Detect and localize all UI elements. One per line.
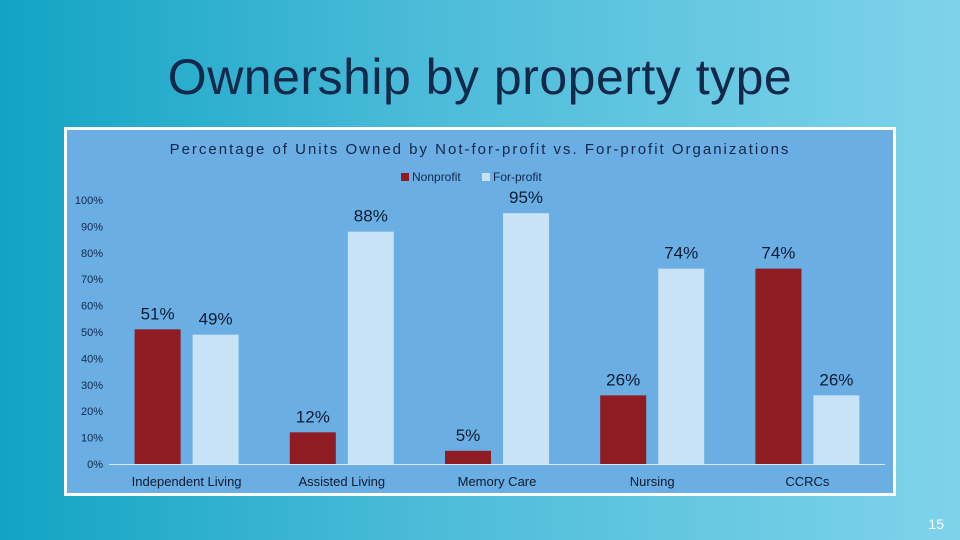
ownership-bar-chart: Percentage of Units Owned by Not-for-pro…: [75, 141, 885, 489]
bar-nonprofit: [134, 329, 181, 464]
category-label: Assisted Living: [298, 474, 385, 489]
bar-nonprofit: [600, 395, 647, 464]
y-tick-label: 90%: [81, 221, 103, 233]
bar-forprofit: [813, 395, 860, 464]
data-label: 95%: [509, 188, 543, 207]
y-tick-label: 60%: [81, 301, 103, 313]
legend-swatch-forprofit: [482, 173, 490, 181]
y-tick-label: 40%: [81, 353, 103, 365]
category-label: Independent Living: [132, 474, 242, 489]
bar-forprofit: [347, 231, 394, 464]
bar-forprofit: [192, 334, 239, 464]
y-tick-label: 20%: [81, 406, 103, 418]
slide-title: Ownership by property type: [167, 49, 793, 105]
chart-title: Percentage of Units Owned by Not-for-pro…: [170, 141, 791, 158]
bar-nonprofit: [289, 432, 336, 464]
y-tick-label: 10%: [81, 433, 103, 445]
page-number: 15: [928, 516, 944, 532]
bar-nonprofit: [755, 268, 802, 464]
y-tick-label: 100%: [75, 195, 103, 207]
bar-forprofit: [658, 268, 705, 464]
y-tick-label: 70%: [81, 274, 103, 286]
data-label: 26%: [606, 370, 640, 389]
data-labels: 51% 49% 12% 88% 5% 95% 26% 74% 74% 26%: [141, 188, 854, 445]
data-label: 88%: [354, 207, 388, 226]
y-tick-label: 0%: [87, 459, 103, 471]
category-label: Nursing: [630, 474, 675, 489]
legend-label-forprofit: For-profit: [493, 170, 542, 184]
data-label: 74%: [761, 244, 795, 263]
y-axis: 0% 10% 20% 30% 40% 50% 60% 70% 80% 90% 100%: [75, 195, 103, 471]
chart-legend: Nonprofit For-profit: [401, 170, 542, 184]
data-label: 26%: [819, 370, 853, 389]
legend-label-nonprofit: Nonprofit: [412, 170, 461, 184]
chart-panel: Percentage of Units Owned by Not-for-pro…: [64, 127, 896, 496]
category-label: Memory Care: [458, 474, 537, 489]
data-label: 74%: [664, 244, 698, 263]
bars: [134, 213, 860, 464]
data-label: 5%: [456, 426, 481, 445]
category-label: CCRCs: [785, 474, 830, 489]
legend-swatch-nonprofit: [401, 173, 409, 181]
y-tick-label: 80%: [81, 248, 103, 260]
bar-forprofit: [503, 213, 549, 464]
y-tick-label: 30%: [81, 380, 103, 392]
data-label: 49%: [199, 310, 233, 329]
data-label: 12%: [296, 407, 330, 426]
bar-nonprofit: [445, 450, 491, 464]
y-tick-label: 50%: [81, 327, 103, 339]
x-axis: Independent Living Assisted Living Memory …: [109, 464, 885, 489]
data-label: 51%: [141, 304, 175, 323]
